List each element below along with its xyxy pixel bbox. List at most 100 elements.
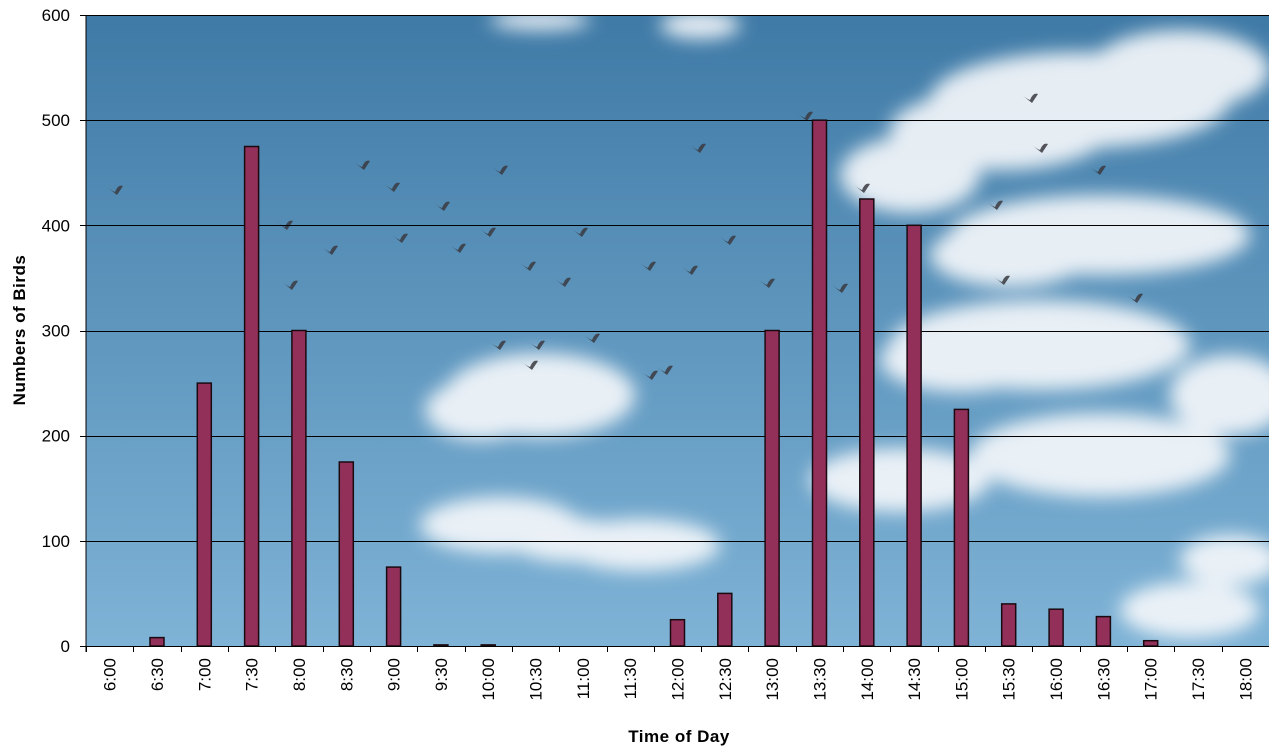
- x-tick-label: 16:30: [1094, 658, 1113, 701]
- bird-icon: [832, 283, 848, 293]
- y-tick-label: 200: [42, 427, 70, 446]
- x-tick-label: 15:30: [1000, 658, 1019, 701]
- bird-icon: [434, 201, 450, 211]
- x-tick-label: 12:00: [669, 658, 688, 701]
- x-tick-label: 12:30: [716, 658, 735, 701]
- cloud-shape: [1120, 582, 1260, 638]
- x-tick-label: 13:00: [763, 658, 782, 701]
- y-tick-label: 100: [42, 532, 70, 551]
- bird-icon: [797, 111, 813, 121]
- x-tick-label: 15:00: [952, 658, 971, 701]
- bar-8:00: [291, 329, 307, 647]
- x-tick-label: 18:00: [1236, 658, 1255, 701]
- bird-icon: [450, 243, 466, 253]
- bird-icon: [354, 160, 370, 170]
- bar-9:00: [385, 566, 402, 647]
- bird-icon: [107, 185, 123, 195]
- bar-13:00: [764, 329, 780, 647]
- x-tick-labels: 6:00 6:30 7:00 7:30 8:00 8:30 9:00 9:30 10:00 10:…: [101, 658, 1256, 701]
- bird-icon: [584, 333, 600, 343]
- cloud-shape: [1170, 355, 1269, 435]
- y-tick-label: 600: [42, 6, 70, 25]
- x-axis-title: Time of Day: [628, 727, 730, 746]
- x-tick-label: 17:00: [1142, 658, 1161, 701]
- x-tick-label: 10:00: [479, 658, 498, 701]
- bird-icon: [1090, 165, 1106, 175]
- bar-15:00: [953, 408, 970, 647]
- cloud-shape: [510, 518, 630, 562]
- bird-icon: [529, 340, 545, 350]
- y-tick-label: 400: [42, 216, 70, 235]
- axes: [80, 15, 1269, 652]
- cloud-shape: [880, 328, 1040, 392]
- cloud-decoration: [420, 15, 1269, 638]
- bird-icon: [640, 261, 656, 271]
- bar-12:30: [717, 592, 733, 647]
- x-tick-label: 9:30: [432, 658, 451, 691]
- y-tick-labels: 0 100 200 300 400 500 600: [42, 6, 70, 656]
- cloud-shape: [1180, 535, 1269, 585]
- cloud-shape: [660, 15, 740, 39]
- x-tick-label: 7:00: [195, 658, 214, 691]
- cloud-shape: [425, 380, 535, 440]
- x-tick-label: 11:00: [574, 658, 593, 699]
- cloud-shape: [490, 15, 590, 30]
- x-tick-label: 14:30: [905, 658, 924, 701]
- y-axis-title: Numbers of Birds: [10, 255, 29, 406]
- bar-9:30: [433, 644, 449, 647]
- bird-icon: [572, 227, 588, 237]
- birds-decoration: [107, 93, 1143, 380]
- bars-group: [149, 119, 1159, 647]
- bird-icon: [987, 200, 1003, 210]
- y-tick-label: 300: [42, 322, 70, 341]
- bar-7:00: [196, 382, 213, 647]
- bird-icon: [490, 340, 506, 350]
- y-tick-label: 500: [42, 111, 70, 130]
- y-tick-label: 0: [61, 637, 70, 656]
- bar-15:30: [1000, 603, 1017, 647]
- cloud-shape: [970, 413, 1230, 497]
- bar-6:30: [149, 636, 165, 647]
- bar-14:00: [859, 198, 875, 647]
- bird-icon: [854, 183, 870, 193]
- bird-icon: [520, 261, 536, 271]
- bird-icon: [759, 278, 775, 288]
- x-tick-label: 6:00: [101, 658, 120, 691]
- x-tick-label: 6:30: [148, 658, 167, 691]
- bird-icon: [522, 360, 538, 370]
- bar-13:30: [811, 119, 828, 647]
- x-tick-label: 11:30: [621, 658, 640, 699]
- bird-icon: [282, 280, 298, 290]
- x-tick-label: 14:00: [858, 658, 877, 701]
- bird-icon: [1022, 93, 1038, 103]
- bar-16:30: [1095, 615, 1112, 647]
- gridlines: [86, 15, 1269, 542]
- bar-10:00: [480, 644, 496, 647]
- bar-8:30: [338, 461, 355, 647]
- bird-icon: [994, 275, 1010, 285]
- bird-icon: [392, 233, 408, 243]
- cloud-shape: [930, 223, 1090, 287]
- bird-icon: [1032, 143, 1048, 153]
- x-tick-label: 7:30: [243, 658, 262, 691]
- bird-icon: [1127, 293, 1143, 303]
- bar-16:00: [1048, 608, 1064, 647]
- bird-icon: [642, 370, 658, 380]
- bird-icon: [480, 227, 496, 237]
- bar-17:00: [1142, 639, 1159, 647]
- bar-12:00: [669, 618, 686, 647]
- bird-icon: [322, 245, 338, 255]
- bird-icon: [277, 220, 293, 230]
- x-tick-label: 9:00: [385, 658, 404, 691]
- cloud-shape: [1090, 30, 1269, 110]
- x-tick-label: 17:30: [1189, 658, 1208, 701]
- bird-icon: [690, 143, 706, 153]
- bar-7:30: [243, 145, 260, 647]
- bird-icon: [555, 277, 571, 287]
- x-tick-label: 16:00: [1047, 658, 1066, 701]
- cloud-shape: [840, 137, 980, 213]
- x-tick-label: 13:30: [811, 658, 830, 701]
- bird-icon: [492, 165, 508, 175]
